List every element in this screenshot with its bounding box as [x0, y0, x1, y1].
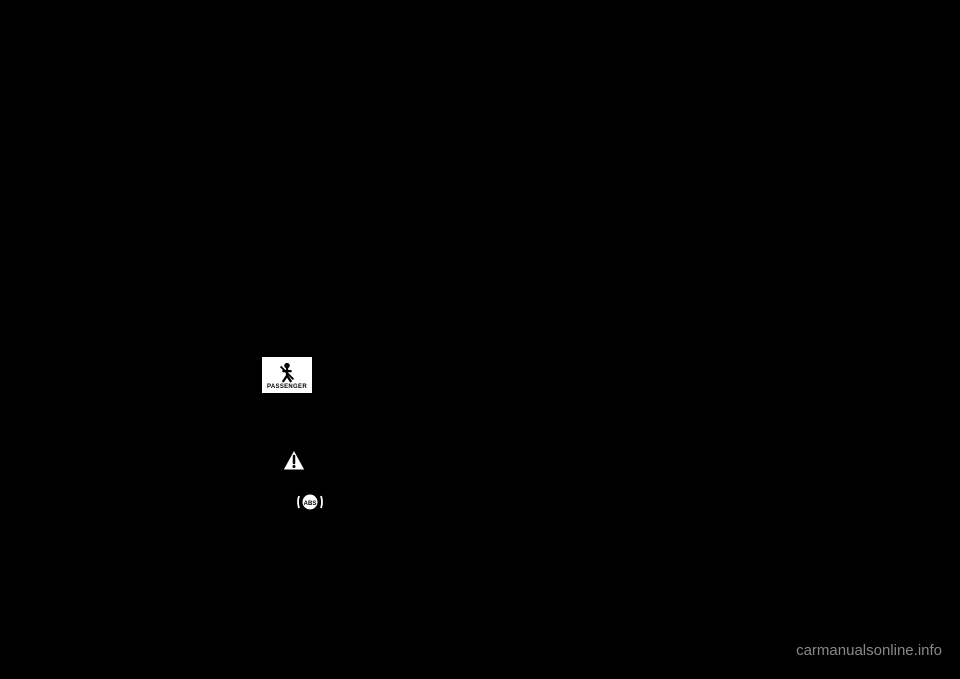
warning-triangle-icon — [281, 448, 307, 472]
abs-label: ABS — [304, 501, 317, 507]
abs-brake-icon: ABS — [297, 492, 323, 512]
seatbelt-figure-icon — [276, 361, 298, 383]
passenger-seatbelt-icon: PASSENGER — [261, 356, 313, 394]
page-container: PASSENGER ABS carmanualsonline.info — [0, 0, 960, 679]
passenger-label: PASSENGER — [267, 384, 307, 390]
watermark-text: carmanualsonline.info — [796, 642, 942, 659]
